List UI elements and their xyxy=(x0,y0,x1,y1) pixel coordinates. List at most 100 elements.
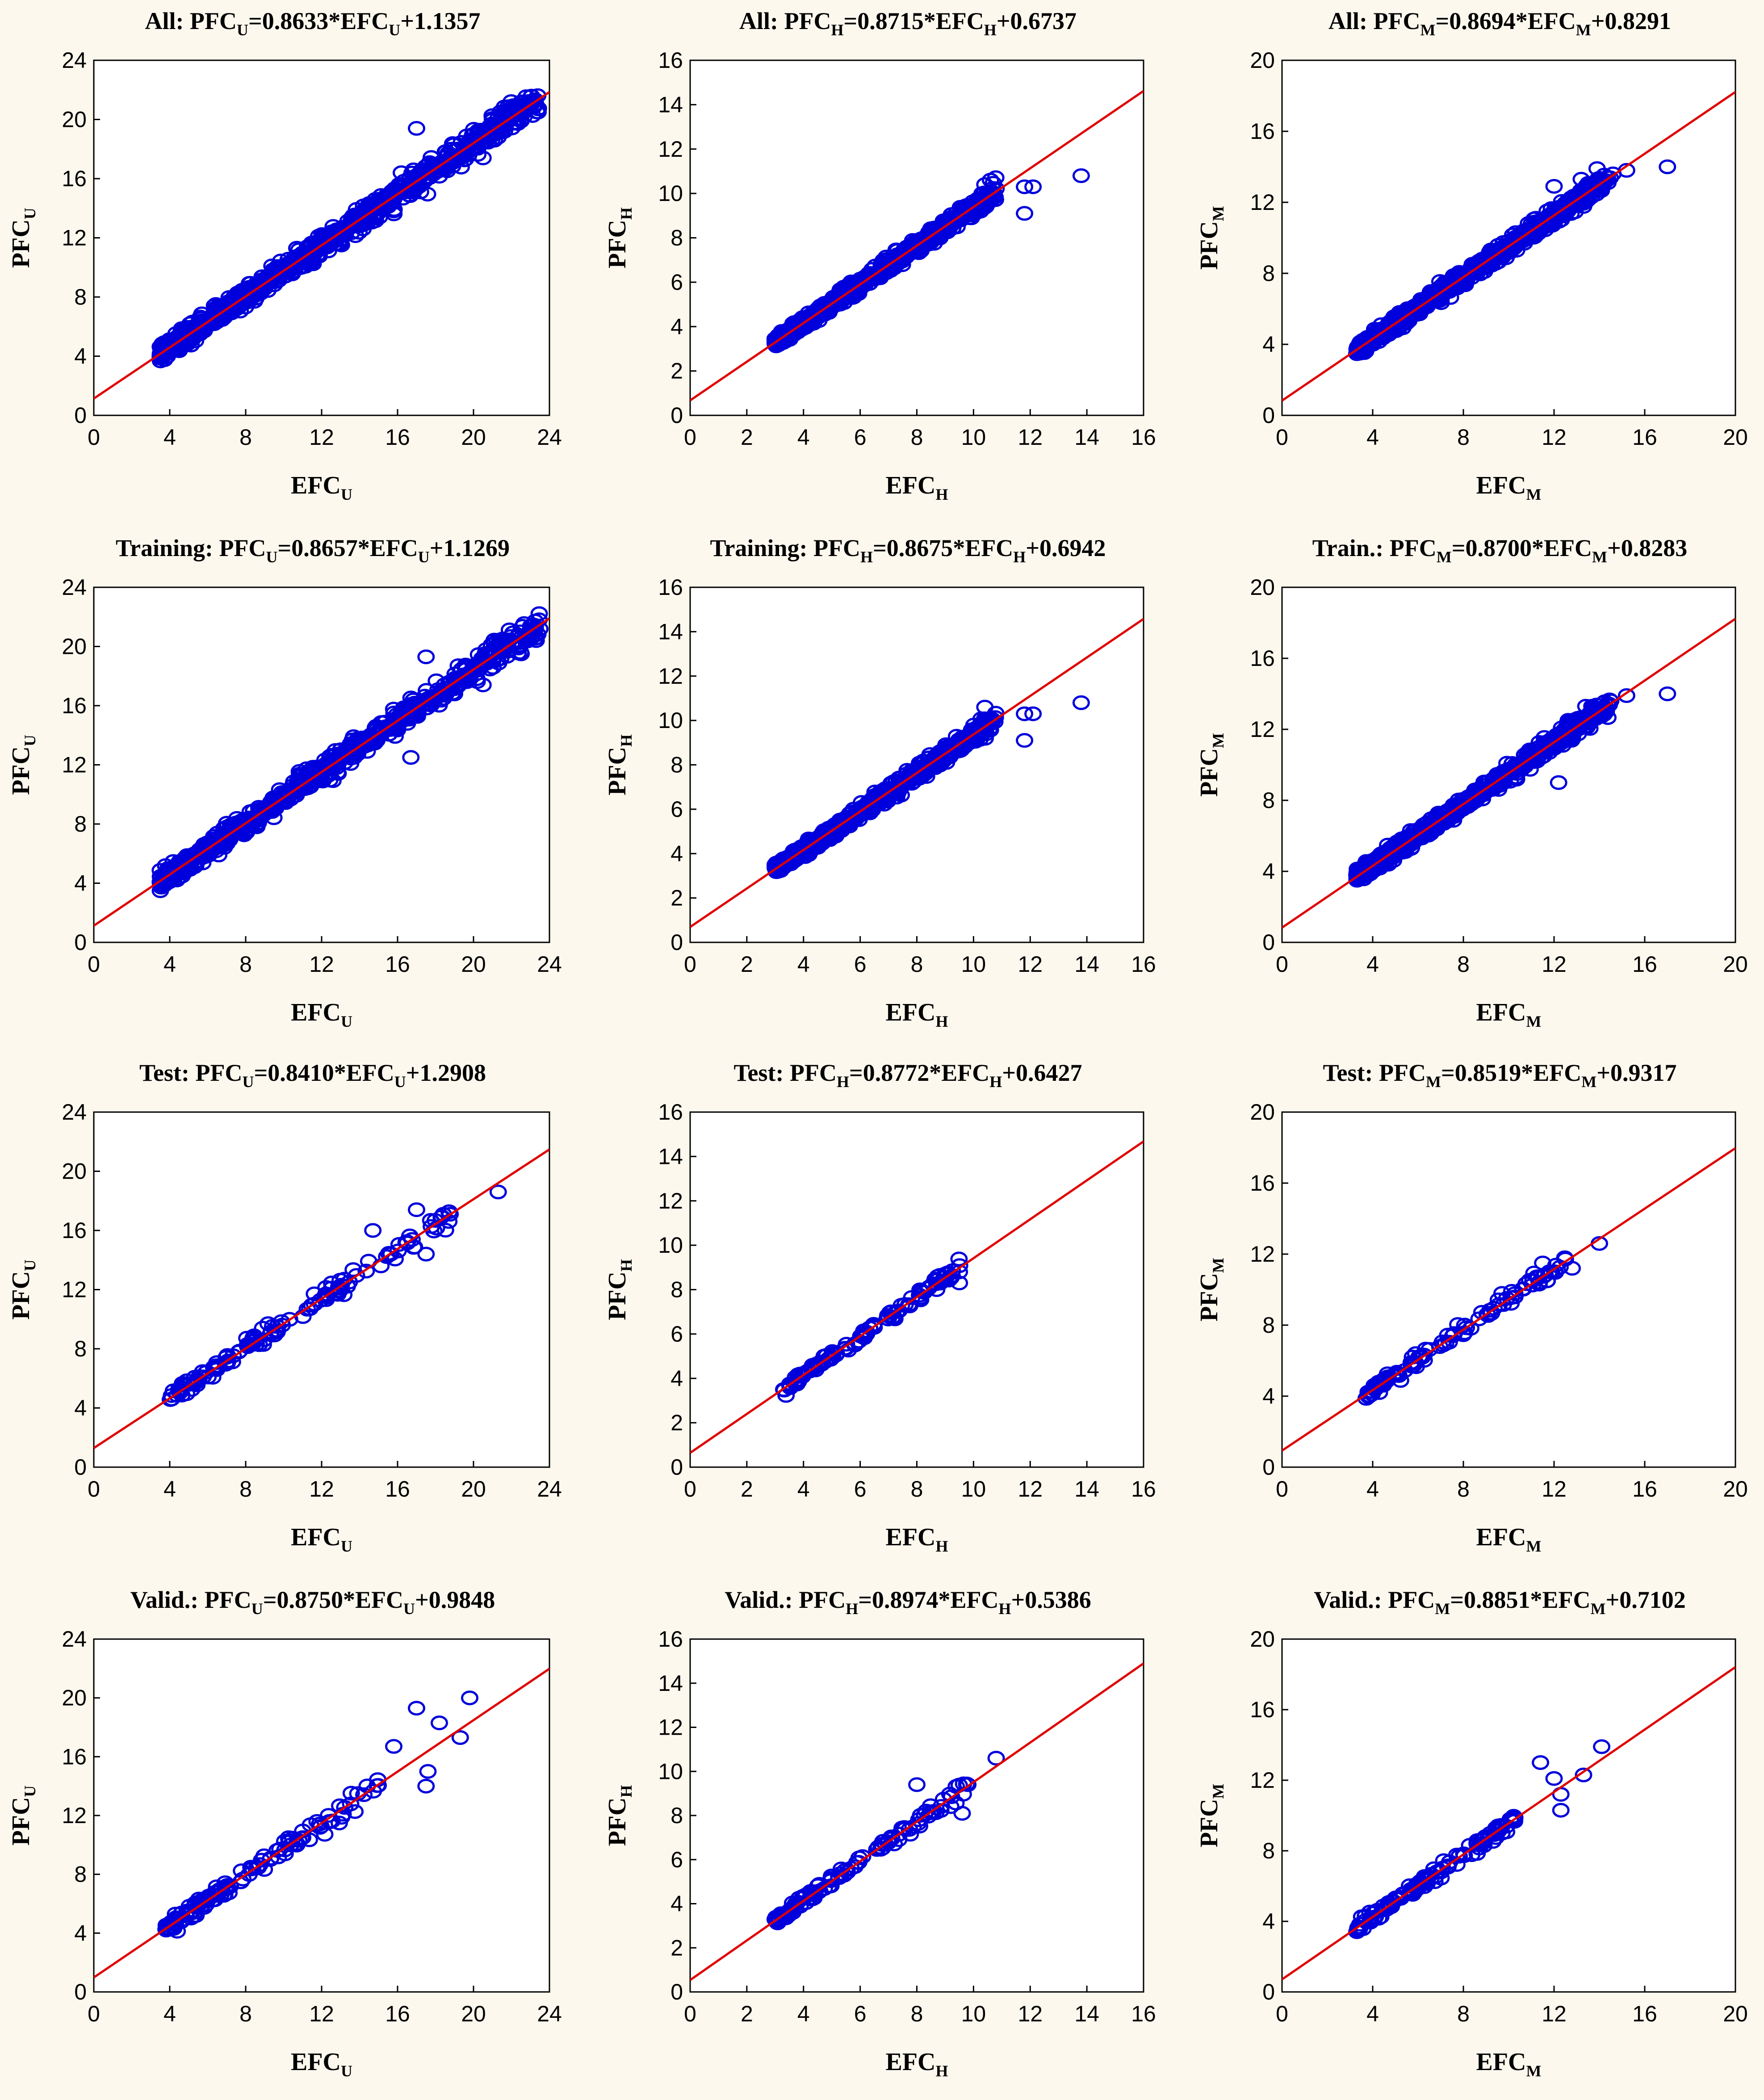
y-axis-label-base: PFC xyxy=(603,220,631,268)
data-point xyxy=(1513,232,1531,247)
x-tick-label: 16 xyxy=(1131,952,1156,977)
title-equation: =0.8700* xyxy=(1452,535,1544,561)
data-point xyxy=(335,1287,353,1302)
x-tick-label: 0 xyxy=(684,952,696,977)
data-point xyxy=(491,642,509,657)
title-intercept: +0.6737 xyxy=(997,8,1077,34)
y-tick-label: 16 xyxy=(1250,646,1275,671)
data-point xyxy=(1599,710,1617,725)
y-tick-label: 16 xyxy=(658,575,683,600)
x-axis-label: EFCH xyxy=(885,999,948,1030)
x-axis-label: EFCM xyxy=(1476,999,1542,1030)
x-tick-label: 8 xyxy=(1457,425,1470,450)
x-tick-label: 20 xyxy=(1723,952,1748,977)
title-equation: =0.8657* xyxy=(277,535,369,561)
y-tick-label: 4 xyxy=(1262,332,1275,357)
data-point xyxy=(321,235,339,251)
data-point xyxy=(341,218,359,233)
plot-area xyxy=(94,606,549,927)
data-point xyxy=(417,649,435,665)
data-point xyxy=(1604,166,1622,181)
data-point xyxy=(1566,712,1584,727)
data-point xyxy=(527,633,545,648)
x-tick-label: 2 xyxy=(741,425,753,450)
data-point xyxy=(432,1209,450,1225)
y-axis-label-sub: M xyxy=(1209,733,1227,748)
x-tick-label: 0 xyxy=(88,425,100,450)
data-point xyxy=(259,1316,277,1331)
y-tick-label: 12 xyxy=(62,753,87,778)
data-point xyxy=(529,105,547,120)
data-point xyxy=(215,827,233,842)
data-point xyxy=(963,199,980,214)
data-point xyxy=(179,852,197,867)
x-axis-label: EFCU xyxy=(291,999,352,1030)
regression-line xyxy=(690,618,1144,928)
data-point xyxy=(530,606,548,621)
title-y-var: PFC xyxy=(219,535,266,561)
data-point xyxy=(512,113,530,129)
y-axis-label-base: PFC xyxy=(1195,748,1223,797)
data-point xyxy=(863,795,880,810)
data-point xyxy=(404,184,422,199)
data-point xyxy=(261,1327,279,1342)
data-point xyxy=(1550,775,1567,790)
x-tick-label: 8 xyxy=(239,425,252,450)
data-point xyxy=(1024,706,1042,721)
data-point xyxy=(951,200,969,215)
panel-train-u: 0 4 8 12 16 20 2404812162024EFCUPFCUTraining: … xyxy=(7,535,562,1030)
title-x-var: EFC xyxy=(936,8,984,34)
regression-line xyxy=(1282,91,1735,402)
title-equation: =0.8694* xyxy=(1435,8,1527,34)
y-tick-label: 16 xyxy=(62,1218,87,1243)
y-tick-label: 16 xyxy=(1250,119,1275,144)
data-point xyxy=(1617,688,1635,703)
y-tick-label: 24 xyxy=(62,48,87,73)
data-point xyxy=(1024,179,1042,194)
data-point xyxy=(947,213,965,228)
data-point xyxy=(450,673,468,688)
data-point xyxy=(854,273,872,288)
x-axis-label-sub: M xyxy=(1526,1012,1542,1030)
data-point xyxy=(1532,216,1550,231)
data-point xyxy=(486,133,503,148)
chart-title: Test: PFCU=0.8410*EFCU+1.2908 xyxy=(139,1059,486,1091)
x-axis-label-sub: U xyxy=(341,485,352,503)
x-axis-label-sub: H xyxy=(935,1012,948,1030)
title-y-sub: U xyxy=(237,21,248,39)
y-axis-label-sub: H xyxy=(617,734,635,747)
data-point xyxy=(914,761,932,776)
y-axis-label: PFCU xyxy=(7,1259,39,1320)
x-tick-label: 4 xyxy=(163,425,176,450)
y-axis-label: PFCM xyxy=(1195,733,1227,797)
x-tick-label: 8 xyxy=(1457,952,1470,977)
data-point xyxy=(875,797,893,812)
data-point xyxy=(1016,706,1034,721)
data-point xyxy=(402,750,420,765)
y-tick-label: 12 xyxy=(658,664,683,689)
data-point xyxy=(419,163,437,179)
data-point xyxy=(358,744,376,759)
data-point xyxy=(1659,686,1676,701)
y-tick-label: 8 xyxy=(1262,788,1275,813)
x-tick-label: 12 xyxy=(309,952,334,977)
data-point xyxy=(1544,734,1562,749)
data-point xyxy=(283,255,301,271)
x-tick-label: 4 xyxy=(797,952,810,977)
x-axis-label-sub: M xyxy=(1526,485,1542,503)
data-point xyxy=(1521,762,1539,777)
title-x-sub: M xyxy=(1576,21,1591,39)
data-point xyxy=(386,1251,404,1267)
x-tick-label: 24 xyxy=(537,425,562,450)
data-point xyxy=(316,1288,334,1304)
panel-train-h: 0 2 4 6 8 10 12 14 160246810121416EFCHPFCHTraini… xyxy=(603,535,1156,1030)
data-point xyxy=(1359,335,1377,350)
data-point xyxy=(265,797,283,812)
data-point xyxy=(311,1293,329,1308)
y-tick-label: 24 xyxy=(62,1100,87,1125)
data-point xyxy=(1572,172,1590,187)
y-tick-label: 0 xyxy=(670,403,683,428)
